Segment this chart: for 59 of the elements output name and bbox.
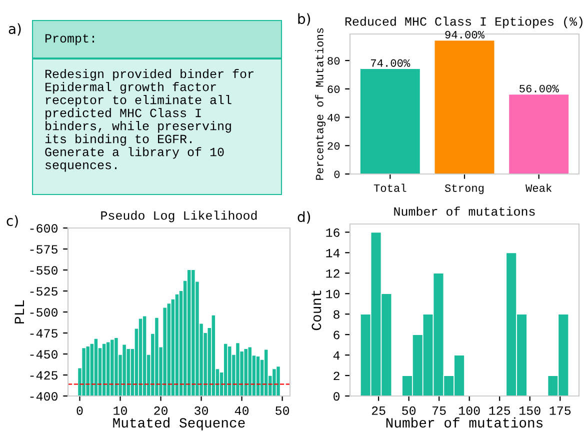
y-tick-label: 2 [334,372,340,380]
chart-title: Reduced MHC Class I Eptiopes (%) [345,16,582,28]
y-tick-label: -500 [30,308,58,317]
data-label: 94.00% [445,30,485,38]
text: a) [8,23,21,36]
x-tick-label: Total [374,184,406,192]
x-tick-label: 50 [276,406,290,415]
x-tick-label: 100 [458,406,480,415]
x-tick-label: 125 [489,406,510,415]
x-tick-label: 75 [432,406,446,415]
y-axis-title: PLL [14,300,24,324]
y-axis-title: Count [312,290,322,330]
y-tick-label: 60 [328,85,340,94]
y-tick-label: 80 [328,57,340,65]
y-tick-label: 12 [326,269,340,278]
text: Redesign provided binder for Epidermal growth factor receptor to eliminate all predicted MHC Class I binders, while preserving its binding to EGFR. Generate a library of 10 sequences. [45,69,254,172]
y-tick-label: 16 [326,228,340,237]
data-label: 74.00% [371,59,410,67]
y-tick-label: -475 [30,329,58,338]
x-tick-label: 0 [76,406,83,415]
y-tick-label: 8 [334,310,340,319]
y-tick-label: -575 [30,245,58,254]
x-tick-label: 50 [402,406,416,415]
x-tick-label: 150 [520,406,540,415]
y-tick-label: -450 [30,350,58,359]
text: b) [298,13,310,26]
x-tick-label: Weak [526,184,552,192]
y-tick-label: -425 [30,371,58,380]
y-tick-label: 0 [334,392,340,401]
bar [509,94,569,174]
y-tick-label: 20 [328,142,340,150]
x-tick-label: Strong [444,184,484,194]
y-tick-label: 14 [326,248,340,258]
chart-title: Number of mutations [394,206,535,216]
y-tick-label: -525 [30,287,58,296]
text: d) [298,211,310,224]
y-tick-label: 6 [334,330,340,340]
text: c) [6,215,18,228]
bar [434,40,494,174]
y-tick-label: 0 [334,170,340,178]
y-tick-label: -400 [30,392,58,401]
y-tick-label: 40 [328,114,340,122]
data-label: 56.00% [520,84,559,92]
x-axis-title: Mutated Sequence [113,417,245,430]
bar [360,69,420,174]
x-axis-title: Number of mutations [386,417,543,428]
x-tick-label: 175 [550,406,571,415]
x-tick-label: 40 [234,406,249,415]
y-tick-label: -550 [30,266,58,275]
y-axis-title: Percentage of Mutations [315,28,326,180]
x-tick-label: 20 [154,406,168,415]
chart-title: Pseudo Log Likelihood [101,210,257,222]
y-tick-label: 4 [333,351,340,360]
y-tick-label: -600 [30,224,58,233]
x-tick-label: 25 [372,406,386,415]
y-tick-label: 10 [326,290,340,298]
text: Prompt: [45,34,94,46]
x-tick-label: 10 [114,406,127,415]
x-tick-label: 30 [194,406,208,415]
